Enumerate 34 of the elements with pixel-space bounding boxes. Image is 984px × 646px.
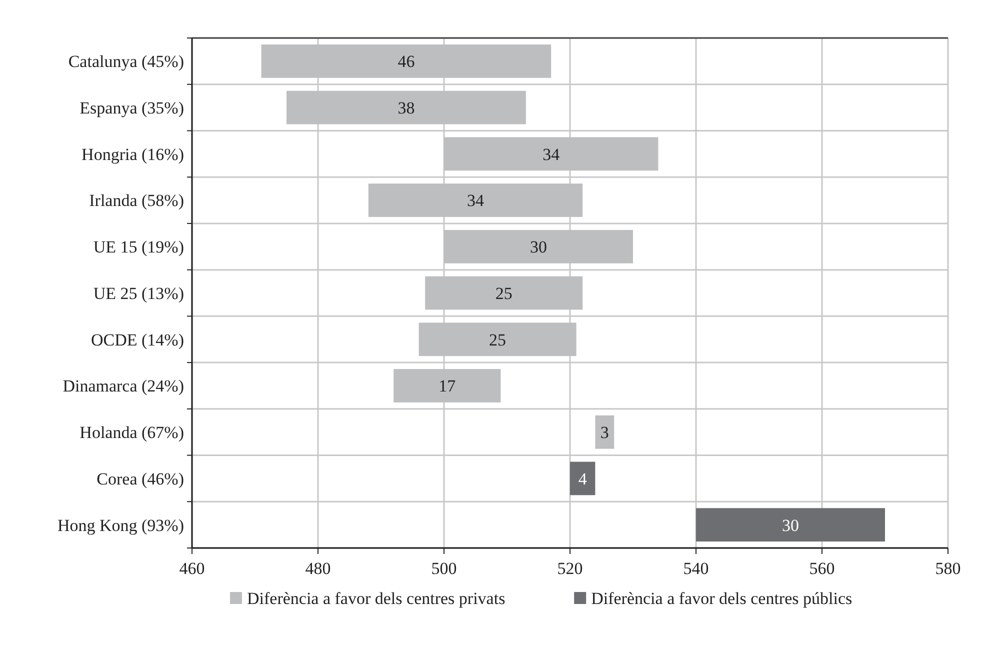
y-tick-label: Irlanda (58%) (89, 191, 184, 210)
y-tick-label: OCDE (14%) (90, 330, 184, 350)
data-label: 30 (782, 516, 799, 535)
x-tick-label: 560 (809, 559, 835, 578)
data-label: 38 (398, 98, 415, 118)
x-tick-label: 480 (305, 559, 331, 578)
data-label: 4 (578, 469, 588, 488)
x-tick-label: 580 (935, 559, 961, 578)
data-label: 30 (530, 238, 547, 257)
data-label: 34 (542, 144, 560, 164)
data-label: 34 (467, 191, 484, 210)
x-tick-label: 460 (179, 559, 205, 578)
data-label: 25 (489, 330, 506, 350)
bar (595, 415, 614, 449)
bar (696, 508, 885, 542)
bar (570, 462, 596, 496)
y-tick-label: Hongria (16%) (82, 144, 184, 164)
y-tick-label: Corea (46%) (96, 469, 184, 488)
x-tick-label: 500 (431, 559, 457, 578)
y-tick-label: Holanda (67%) (80, 423, 184, 442)
data-label: 17 (438, 376, 456, 396)
y-tick-label: Espanya (35%) (80, 98, 184, 118)
x-tick-label: 520 (557, 559, 583, 578)
y-tick-label: UE 25 (13%) (93, 284, 184, 303)
y-tick-label: Hong Kong (93%) (57, 516, 184, 535)
legend-label: Diferència a favor dels centres privats (247, 588, 506, 608)
y-tick-label: Catalunya (45%) (68, 52, 184, 72)
data-label: 46 (398, 52, 415, 72)
data-label: 25 (495, 284, 512, 303)
data-label: 3 (600, 423, 609, 442)
y-tick-label: Dinamarca (24%) (62, 376, 184, 396)
y-tick-label: UE 15 (19%) (93, 238, 184, 257)
legend-label: Diferència a favor dels centres públics (591, 588, 852, 608)
x-tick-label: 540 (683, 559, 709, 578)
